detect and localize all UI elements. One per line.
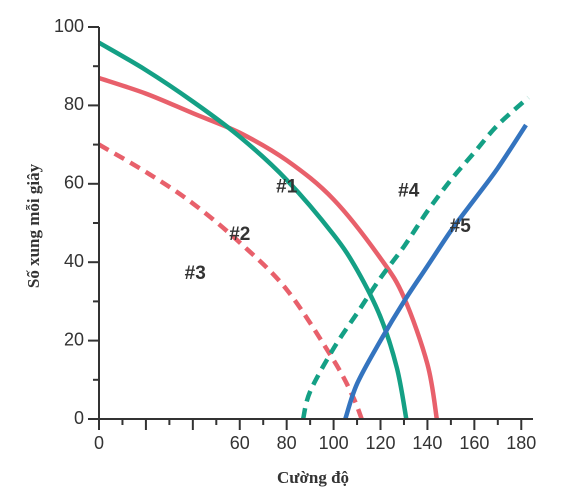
y-tick-label-20: 20 bbox=[64, 329, 84, 349]
y-tick-label-100: 100 bbox=[54, 16, 84, 36]
series-label-3: #3 bbox=[185, 263, 206, 284]
series-label-1: #1 bbox=[276, 177, 298, 198]
x-tick-label-60: 60 bbox=[230, 433, 250, 453]
x-tick-label-180: 180 bbox=[506, 433, 536, 453]
series-label-4: #4 bbox=[398, 181, 420, 202]
y-tick-label-40: 40 bbox=[64, 251, 84, 271]
series-label-5: #5 bbox=[450, 216, 472, 237]
axes: 0 60 80 100 120 140 160 180 0 20 40 60 80 100 bbox=[54, 16, 536, 453]
x-tick-label-120: 120 bbox=[365, 433, 395, 453]
series-line-2 bbox=[97, 40, 409, 420]
series-line-1 bbox=[98, 75, 440, 420]
x-tick-label-160: 160 bbox=[459, 433, 489, 453]
x-tick-label-100: 100 bbox=[319, 433, 349, 453]
y-axis-title: Số xung mỗi giây bbox=[24, 163, 43, 288]
y-tick-label-0: 0 bbox=[74, 408, 84, 428]
series-line-3 bbox=[97, 142, 364, 420]
y-tick-label-60: 60 bbox=[64, 173, 84, 193]
x-tick-label-80: 80 bbox=[277, 433, 297, 453]
series-line-5 bbox=[343, 123, 528, 420]
x-axis-title: Cường độ bbox=[277, 468, 349, 487]
series-line-4 bbox=[300, 95, 530, 420]
series-lines bbox=[97, 40, 530, 420]
series-labels: #1 #2 #3 #4 #5 bbox=[185, 177, 472, 284]
x-tick-label-0: 0 bbox=[94, 433, 104, 453]
x-tick-label-140: 140 bbox=[412, 433, 442, 453]
y-tick-label-80: 80 bbox=[64, 94, 84, 114]
series-label-2: #2 bbox=[229, 224, 250, 245]
